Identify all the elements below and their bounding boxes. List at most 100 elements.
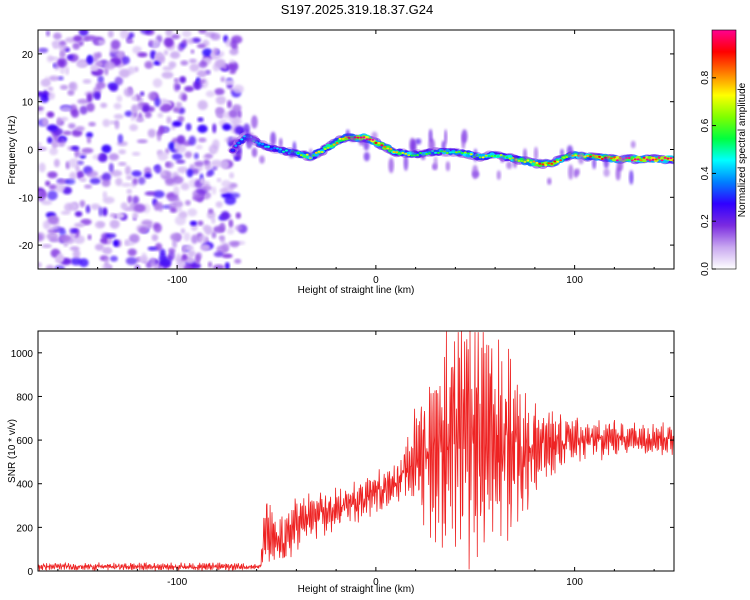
noise-blob [124, 165, 131, 176]
noise-blob [132, 177, 138, 185]
noise-blob [187, 250, 196, 258]
ridge-core [264, 145, 267, 148]
ridge-streak [566, 145, 574, 158]
noise-blob [95, 81, 106, 89]
ridge-streak [513, 155, 517, 169]
snr-y-label: SNR (10 * v/v) [7, 419, 18, 483]
ridge-core [669, 157, 673, 160]
noise-blob [168, 141, 176, 151]
noise-blob [112, 239, 119, 247]
noise-blob [68, 82, 76, 90]
ridge-core [487, 155, 491, 158]
noise-blob [74, 211, 83, 217]
noise-blob [77, 98, 89, 104]
noise-blob [140, 91, 145, 96]
ridge-streak [444, 129, 448, 145]
ridge-core [565, 156, 569, 158]
noise-blob [184, 85, 195, 92]
noise-blob [76, 61, 88, 68]
ridge-core [502, 155, 506, 158]
frequency-ridge [227, 115, 674, 185]
noise-blob [132, 212, 139, 219]
noise-blob [118, 161, 127, 166]
noise-blob [59, 116, 69, 122]
ridge-core [401, 151, 405, 154]
noise-blob [53, 158, 60, 168]
noise-blob [41, 244, 52, 248]
noise-blob [39, 190, 47, 198]
noise-blob [82, 79, 92, 84]
noise-blob [181, 30, 192, 38]
noise-blob [115, 50, 125, 59]
noise-blob [164, 104, 171, 110]
noise-blob [170, 232, 182, 242]
noise-blob [122, 56, 130, 65]
noise-blob [70, 232, 76, 238]
ridge-core [407, 154, 411, 157]
ridge-core [517, 159, 521, 162]
noise-blob [131, 151, 141, 156]
noise-blob [221, 243, 230, 252]
ridge-core [368, 138, 372, 141]
ridge-core [285, 149, 288, 152]
noise-blob [195, 144, 203, 150]
noise-blob [132, 46, 142, 54]
noise-blob [212, 47, 220, 55]
noise-blob [168, 196, 180, 202]
noise-blob [144, 191, 157, 196]
noise-blob [183, 264, 194, 269]
noise-blob [68, 123, 76, 129]
ridge-streak [603, 168, 610, 177]
ridge-streak [576, 168, 580, 176]
noise-blob [232, 117, 242, 126]
noise-blob [134, 104, 143, 111]
noise-blob [210, 32, 221, 41]
ridge-core [469, 153, 473, 156]
noise-blob [108, 162, 114, 173]
ridge-streak [358, 138, 365, 146]
noise-blob [126, 188, 132, 194]
noise-blob [102, 207, 108, 217]
noise-blob [153, 223, 162, 233]
ridge-streak [523, 148, 527, 162]
noise-blob [138, 226, 148, 234]
noise-blob [49, 237, 60, 243]
snr-x-tick-label: -100 [167, 577, 187, 588]
ridge-core [457, 150, 461, 153]
noise-blob [38, 162, 46, 173]
noise-blob [101, 144, 112, 154]
noise-blob [92, 52, 99, 63]
ridge-core [374, 141, 378, 144]
noise-blob [198, 137, 207, 143]
ridge-core [314, 151, 318, 154]
ridge-streak [547, 177, 552, 185]
colorbar-frame [711, 29, 737, 270]
ridge-mid [268, 145, 275, 150]
noise-blob [157, 112, 164, 118]
ridge-core [389, 147, 393, 150]
ridge-core [270, 148, 273, 150]
noise-blob [120, 182, 132, 187]
noise-blob [116, 95, 123, 103]
noise-blob [118, 68, 131, 78]
ridge-core [297, 152, 300, 155]
ridge-core [529, 161, 533, 164]
noise-blob [125, 257, 138, 265]
noise-blob [97, 75, 104, 84]
noise-blob [172, 239, 178, 249]
noise-blob [38, 142, 43, 147]
ridge-core [380, 144, 384, 147]
noise-blob [147, 92, 157, 101]
noise-blob [213, 251, 224, 258]
noise-blob [107, 30, 114, 38]
noise-blob [159, 258, 172, 267]
ridge-core [377, 142, 381, 144]
noise-blob [181, 93, 188, 102]
ridge-core [267, 145, 270, 148]
noise-blob [221, 180, 232, 188]
noise-blob [177, 115, 185, 123]
noise-blob [100, 102, 108, 109]
noise-blob [134, 264, 141, 269]
noise-blob [198, 235, 209, 244]
noise-blob [125, 175, 133, 180]
